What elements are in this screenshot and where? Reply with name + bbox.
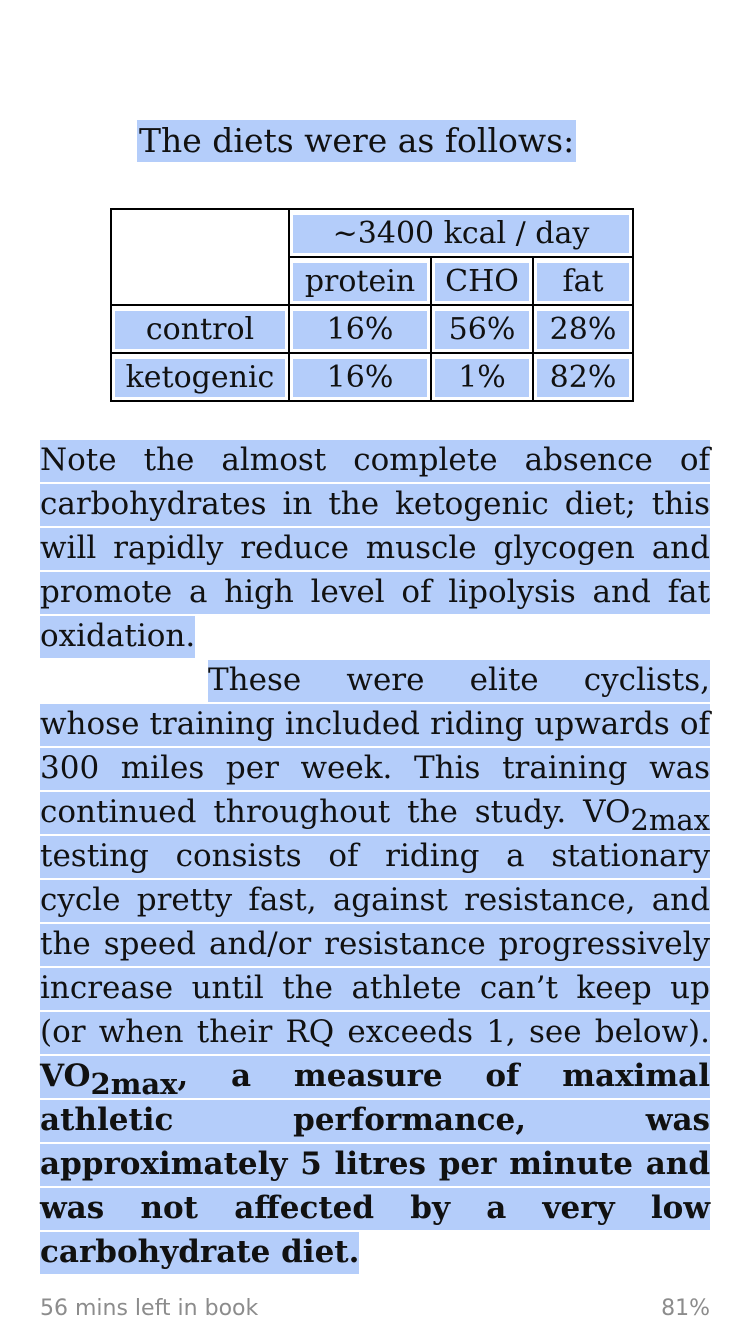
table-row: ketogenic 16% 1% 82% xyxy=(110,352,634,402)
column-header-protein: protein xyxy=(288,256,432,306)
reading-footer: 56 mins left in book 81% xyxy=(40,1296,710,1321)
table-cell: 16% xyxy=(288,304,432,354)
intro-text: The diets were as follows: xyxy=(137,120,577,162)
table-cell: 16% xyxy=(288,352,432,402)
table-cell: 28% xyxy=(532,304,634,354)
column-header-cho: CHO xyxy=(430,256,534,306)
column-header-fat: fat xyxy=(532,256,634,306)
table-cell: 1% xyxy=(430,352,534,402)
diet-table: ~3400 kcal / day protein CHO fat control… xyxy=(110,208,634,402)
kcal-header: ~3400 kcal / day xyxy=(293,215,629,253)
paragraph-note: Note the almost complete absence of carb… xyxy=(40,440,710,658)
table-cell: 56% xyxy=(430,304,534,354)
table-cell: 82% xyxy=(532,352,634,402)
table-header-span: ~3400 kcal / day xyxy=(288,208,634,258)
table-row: control 16% 56% 28% xyxy=(110,304,634,354)
bold-finding: VO2max, a measure of maximal athletic pe… xyxy=(40,1058,710,1270)
time-left-label: 56 mins left in book xyxy=(40,1296,259,1321)
table-subheader-row: protein CHO fat xyxy=(111,256,634,306)
row-label-control: control xyxy=(110,304,290,354)
book-body-text[interactable]: Note the almost complete absence of carb… xyxy=(40,438,710,1274)
table-corner-cell xyxy=(110,208,290,306)
row-label-ketogenic: ketogenic xyxy=(110,352,290,402)
paragraph-cyclists: These were elite cyclists, whose trainin… xyxy=(40,660,710,1274)
table-header-row: ~3400 kcal / day xyxy=(110,208,634,306)
progress-percent: 81% xyxy=(661,1296,710,1321)
